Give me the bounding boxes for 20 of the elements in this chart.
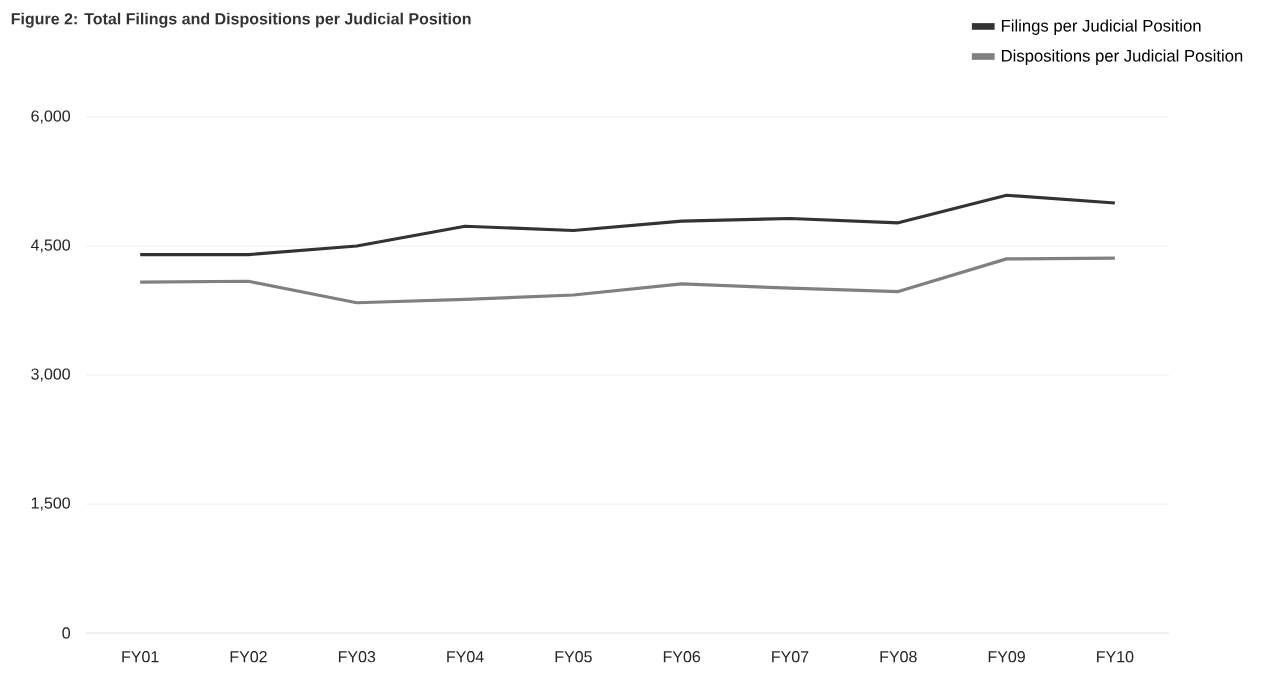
y-tick-label: 1,500 <box>31 497 71 511</box>
x-tick-label: FY06 <box>663 651 701 663</box>
x-tick-label: FY01 <box>122 651 159 663</box>
x-tick-label: FY05 <box>555 651 592 663</box>
x-tick-label: FY02 <box>230 651 267 663</box>
x-tick-label: FY10 <box>1097 651 1134 663</box>
x-tick-label: FY08 <box>880 651 917 663</box>
x-tick-label: FY09 <box>988 651 1025 663</box>
x-tick-label: FY03 <box>338 651 376 663</box>
y-tick-label: 0 <box>62 627 71 639</box>
legend-label: Filings per Judicial Position <box>1001 19 1201 35</box>
x-tick-label: FY04 <box>447 651 484 663</box>
y-tick-label: 3,000 <box>31 368 71 382</box>
line-series <box>138 193 1117 257</box>
legend-label: Dispositions per Judicial Position <box>1001 49 1243 66</box>
x-tick-label: FY07 <box>772 651 809 663</box>
line-series <box>138 256 1117 305</box>
y-tick-label: 6,000 <box>31 110 71 124</box>
y-tick-label: 4,500 <box>30 239 71 253</box>
chart-title: Figure 2: Total Filings and Dispositions per Judicial Position <box>11 12 471 28</box>
